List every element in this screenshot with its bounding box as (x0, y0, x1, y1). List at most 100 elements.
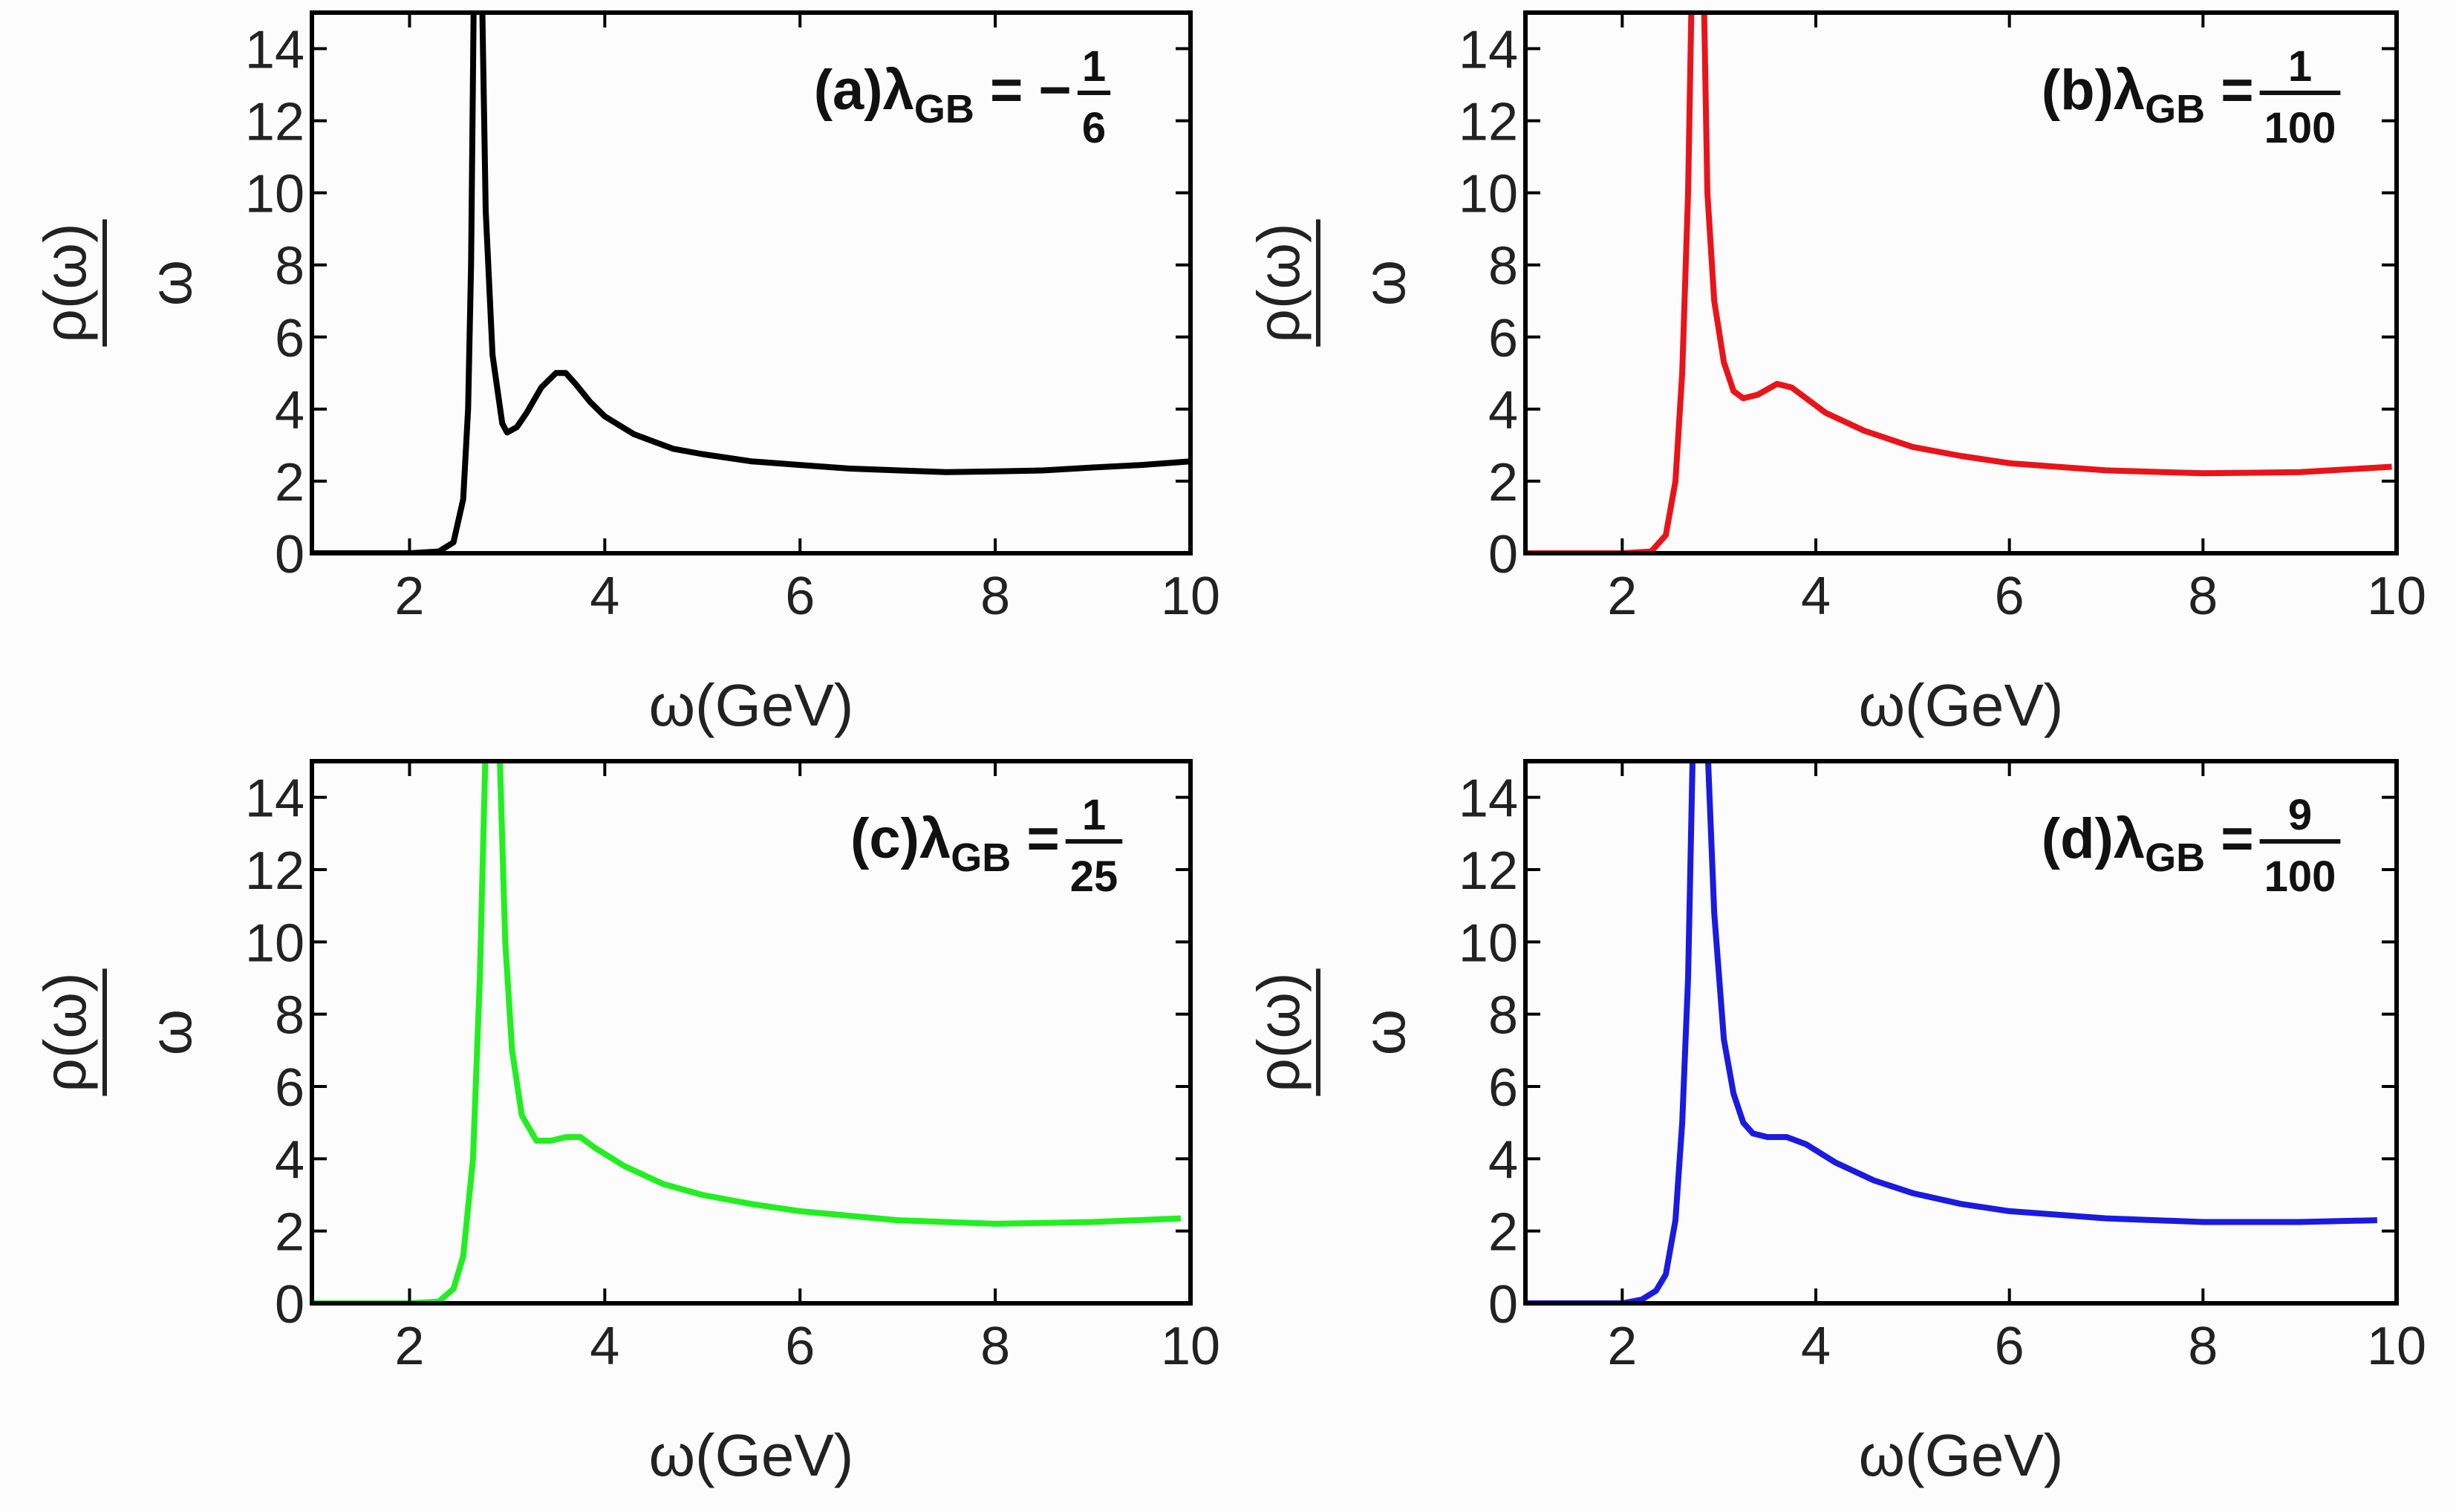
title-numerator: 1 (2288, 42, 2312, 91)
y-axis-label: ρ(ω) ω (32, 219, 203, 347)
x-axis-label: ω(GeV) (1859, 1422, 2064, 1488)
y-tick-label: 0 (1488, 525, 1518, 584)
title-denominator: 100 (2264, 853, 2336, 901)
curve (1525, 13, 2392, 553)
y-tick-label: 10 (1459, 913, 1518, 973)
curve (312, 13, 1190, 553)
y-tick-label: 6 (1488, 309, 1518, 368)
title-main: (a)λ (814, 59, 914, 122)
title-relation: = − (974, 59, 1072, 122)
curve (1525, 761, 2377, 1303)
x-axis-label: ω(GeV) (649, 1422, 854, 1488)
chart-title: (c)λGB = (850, 807, 1060, 880)
chart-title: (d)λGB = (2042, 807, 2254, 880)
frame (1523, 10, 2399, 555)
y-tick-label: 14 (245, 21, 304, 80)
x-tick-label: 8 (980, 567, 1010, 626)
x-tick-label: 8 (980, 1317, 1010, 1376)
x-tick-label: 6 (1995, 1317, 2025, 1376)
y-tick-label: 8 (275, 986, 304, 1046)
x-tick-label: 4 (1801, 1317, 1831, 1376)
y-tick-label: 2 (275, 453, 304, 512)
y-label-denominator: ω (137, 1009, 203, 1055)
x-tick-label: 6 (785, 567, 815, 626)
x-tick-label: 2 (1607, 567, 1637, 626)
y-tick-label: 6 (275, 309, 304, 368)
x-tick-label: 4 (590, 1317, 619, 1376)
y-tick-label: 4 (275, 1130, 304, 1190)
title-subscript: GB (914, 87, 974, 131)
y-tick-label: 14 (245, 769, 304, 829)
y-label-numerator: ρ(ω) (32, 223, 98, 342)
y-tick-label: 8 (1488, 237, 1518, 296)
x-tick-label: 10 (1161, 567, 1220, 626)
y-tick-label: 12 (245, 841, 304, 901)
y-label-numerator: ρ(ω) (1245, 223, 1312, 342)
title-numerator: 1 (1082, 791, 1106, 839)
title-numerator: 9 (2288, 791, 2312, 839)
y-tick-label: 6 (1488, 1058, 1518, 1118)
title-denominator: 25 (1070, 853, 1118, 901)
y-tick-label: 10 (245, 913, 304, 973)
x-tick-label: 10 (2367, 1317, 2426, 1376)
y-label-numerator: ρ(ω) (1245, 972, 1312, 1092)
title-relation: = (1011, 807, 1060, 870)
title-denominator: 6 (1082, 104, 1106, 152)
y-tick-label: 12 (245, 93, 304, 152)
plot-area (1525, 761, 2397, 1303)
y-tick-label: 14 (1459, 769, 1518, 829)
y-label-numerator: ρ(ω) (32, 972, 98, 1092)
x-tick-label: 2 (394, 567, 424, 626)
frame (310, 10, 1193, 555)
y-tick-label: 10 (245, 165, 304, 224)
x-tick-label: 10 (1161, 1317, 1220, 1376)
y-tick-label: 8 (1488, 986, 1518, 1046)
curve (312, 761, 1182, 1303)
x-tick-label: 8 (2188, 1317, 2218, 1376)
title-subscript: GB (2145, 835, 2205, 880)
y-tick-label: 4 (1488, 381, 1518, 440)
x-tick-label: 2 (1607, 1317, 1637, 1376)
x-tick-label: 6 (1995, 567, 2025, 626)
title-main: (b)λ (2042, 59, 2145, 122)
x-tick-label: 6 (785, 1317, 815, 1376)
y-tick-label: 0 (275, 525, 304, 584)
y-axis-label: ρ(ω) ω (1245, 219, 1417, 347)
y-tick-label: 0 (1488, 1275, 1518, 1335)
y-tick-label: 12 (1459, 841, 1518, 901)
chart-title: (b)λGB = (2042, 59, 2254, 131)
y-tick-label: 4 (1488, 1130, 1518, 1190)
y-axis-label: ρ(ω) ω (32, 968, 203, 1096)
x-axis-label: ω(GeV) (649, 672, 854, 738)
y-tick-label: 8 (275, 237, 304, 296)
x-tick-label: 2 (394, 1317, 424, 1376)
frame (1523, 759, 2399, 1306)
y-tick-label: 6 (275, 1058, 304, 1118)
frame (310, 759, 1193, 1306)
y-tick-label: 2 (1488, 1203, 1518, 1262)
y-tick-label: 2 (275, 1203, 304, 1262)
chart-title: (a)λGB = − (814, 59, 1072, 131)
y-axis-label: ρ(ω) ω (1245, 968, 1417, 1096)
x-tick-label: 4 (590, 567, 619, 626)
x-tick-label: 10 (2367, 567, 2426, 626)
x-tick-label: 4 (1801, 567, 1831, 626)
title-subscript: GB (2145, 87, 2205, 131)
y-label-denominator: ω (1351, 260, 1417, 306)
y-tick-label: 12 (1459, 93, 1518, 152)
y-tick-label: 2 (1488, 453, 1518, 512)
x-tick-label: 8 (2188, 567, 2218, 626)
y-tick-label: 10 (1459, 165, 1518, 224)
title-main: (d)λ (2042, 807, 2145, 870)
plot-area (312, 761, 1190, 1303)
y-label-denominator: ω (1351, 1009, 1417, 1055)
title-subscript: GB (951, 835, 1011, 880)
plot-area (1525, 13, 2397, 553)
y-tick-label: 14 (1459, 21, 1518, 80)
title-main: (c)λ (850, 807, 951, 870)
y-tick-label: 4 (275, 381, 304, 440)
